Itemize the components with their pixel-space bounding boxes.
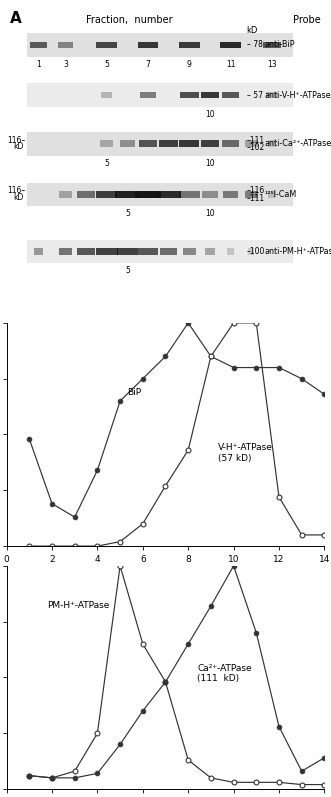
Text: A: A [10,11,22,26]
Bar [220,41,241,48]
Text: – 78: – 78 [247,41,262,49]
Text: anti-V-H⁺-ATPase: anti-V-H⁺-ATPase [264,91,331,100]
Bar [156,191,181,198]
Bar [96,191,117,198]
Text: 11: 11 [226,60,235,69]
Text: kD: kD [14,193,24,202]
Bar [27,132,293,155]
Bar [135,191,161,198]
Text: 1: 1 [36,60,41,69]
Bar [27,33,293,57]
Text: Fraction,  number: Fraction, number [86,15,172,26]
Text: kD: kD [14,142,24,151]
Text: PM-H⁺-ATPase: PM-H⁺-ATPase [47,602,110,611]
Bar [205,248,215,255]
Bar [59,248,72,255]
Bar [138,248,158,255]
Text: 5: 5 [125,210,130,218]
Text: ¹²⁵I-CaM: ¹²⁵I-CaM [264,190,296,199]
Text: – 57: – 57 [247,91,262,100]
Bar [120,140,135,147]
Bar [161,248,177,255]
Bar [227,248,234,255]
Bar [77,248,95,255]
Bar [34,248,43,255]
Text: anti-BiP: anti-BiP [264,41,295,49]
Bar [201,92,219,98]
Bar [179,41,200,48]
Bar [30,41,47,48]
Bar [101,92,112,98]
Bar [222,92,239,98]
Bar [139,140,157,147]
Bar [140,92,156,98]
Text: 9: 9 [187,60,192,69]
Bar [178,191,200,198]
Text: anti-PM-H⁺-ATPas: anti-PM-H⁺-ATPas [264,247,331,256]
Text: BiP: BiP [127,387,141,397]
Bar [116,191,139,198]
Bar [27,83,293,107]
Bar [249,248,254,255]
Bar [222,140,239,147]
Text: 116–: 116– [7,135,25,145]
Text: 10: 10 [205,210,215,218]
Text: –116: –116 [247,186,265,195]
Text: kD: kD [247,26,258,35]
Bar [263,41,281,48]
Bar [96,41,117,48]
Bar [117,248,138,255]
Bar [138,41,158,48]
Bar [159,140,178,147]
Text: 10: 10 [205,110,215,119]
Bar [77,191,95,198]
Bar [268,191,276,198]
Bar [202,191,218,198]
Bar [96,248,118,255]
Bar [100,140,113,147]
Bar [245,191,258,198]
Text: Probe: Probe [293,15,321,26]
Bar [201,140,219,147]
Bar [180,92,199,98]
Text: V-H⁺-ATPase
(57 kD): V-H⁺-ATPase (57 kD) [218,443,272,463]
Text: 5: 5 [104,159,109,167]
Text: 10: 10 [205,159,215,167]
Text: 3: 3 [63,60,68,69]
X-axis label: Fraction,  number: Fraction, number [122,567,209,577]
Text: 116–: 116– [7,186,25,195]
Text: 7: 7 [146,60,151,69]
Bar [59,191,72,198]
Text: –111: –111 [247,194,265,202]
Bar [27,183,293,206]
Text: anti-Ca²⁺-ATPase: anti-Ca²⁺-ATPase [264,139,331,148]
Text: –102: –102 [247,143,265,151]
Bar [179,140,199,147]
Bar [266,92,277,98]
Text: 5: 5 [125,266,130,275]
Bar [245,140,258,147]
Bar [27,240,293,263]
Text: –100: –100 [247,247,265,256]
Bar [183,248,196,255]
Text: Ca²⁺-ATPase
(111  kD): Ca²⁺-ATPase (111 kD) [197,664,252,684]
Text: –111: –111 [247,135,265,145]
Text: 13: 13 [267,60,277,69]
Bar [223,191,238,198]
Bar [58,41,72,48]
Bar [268,140,276,147]
Text: 5: 5 [104,60,109,69]
